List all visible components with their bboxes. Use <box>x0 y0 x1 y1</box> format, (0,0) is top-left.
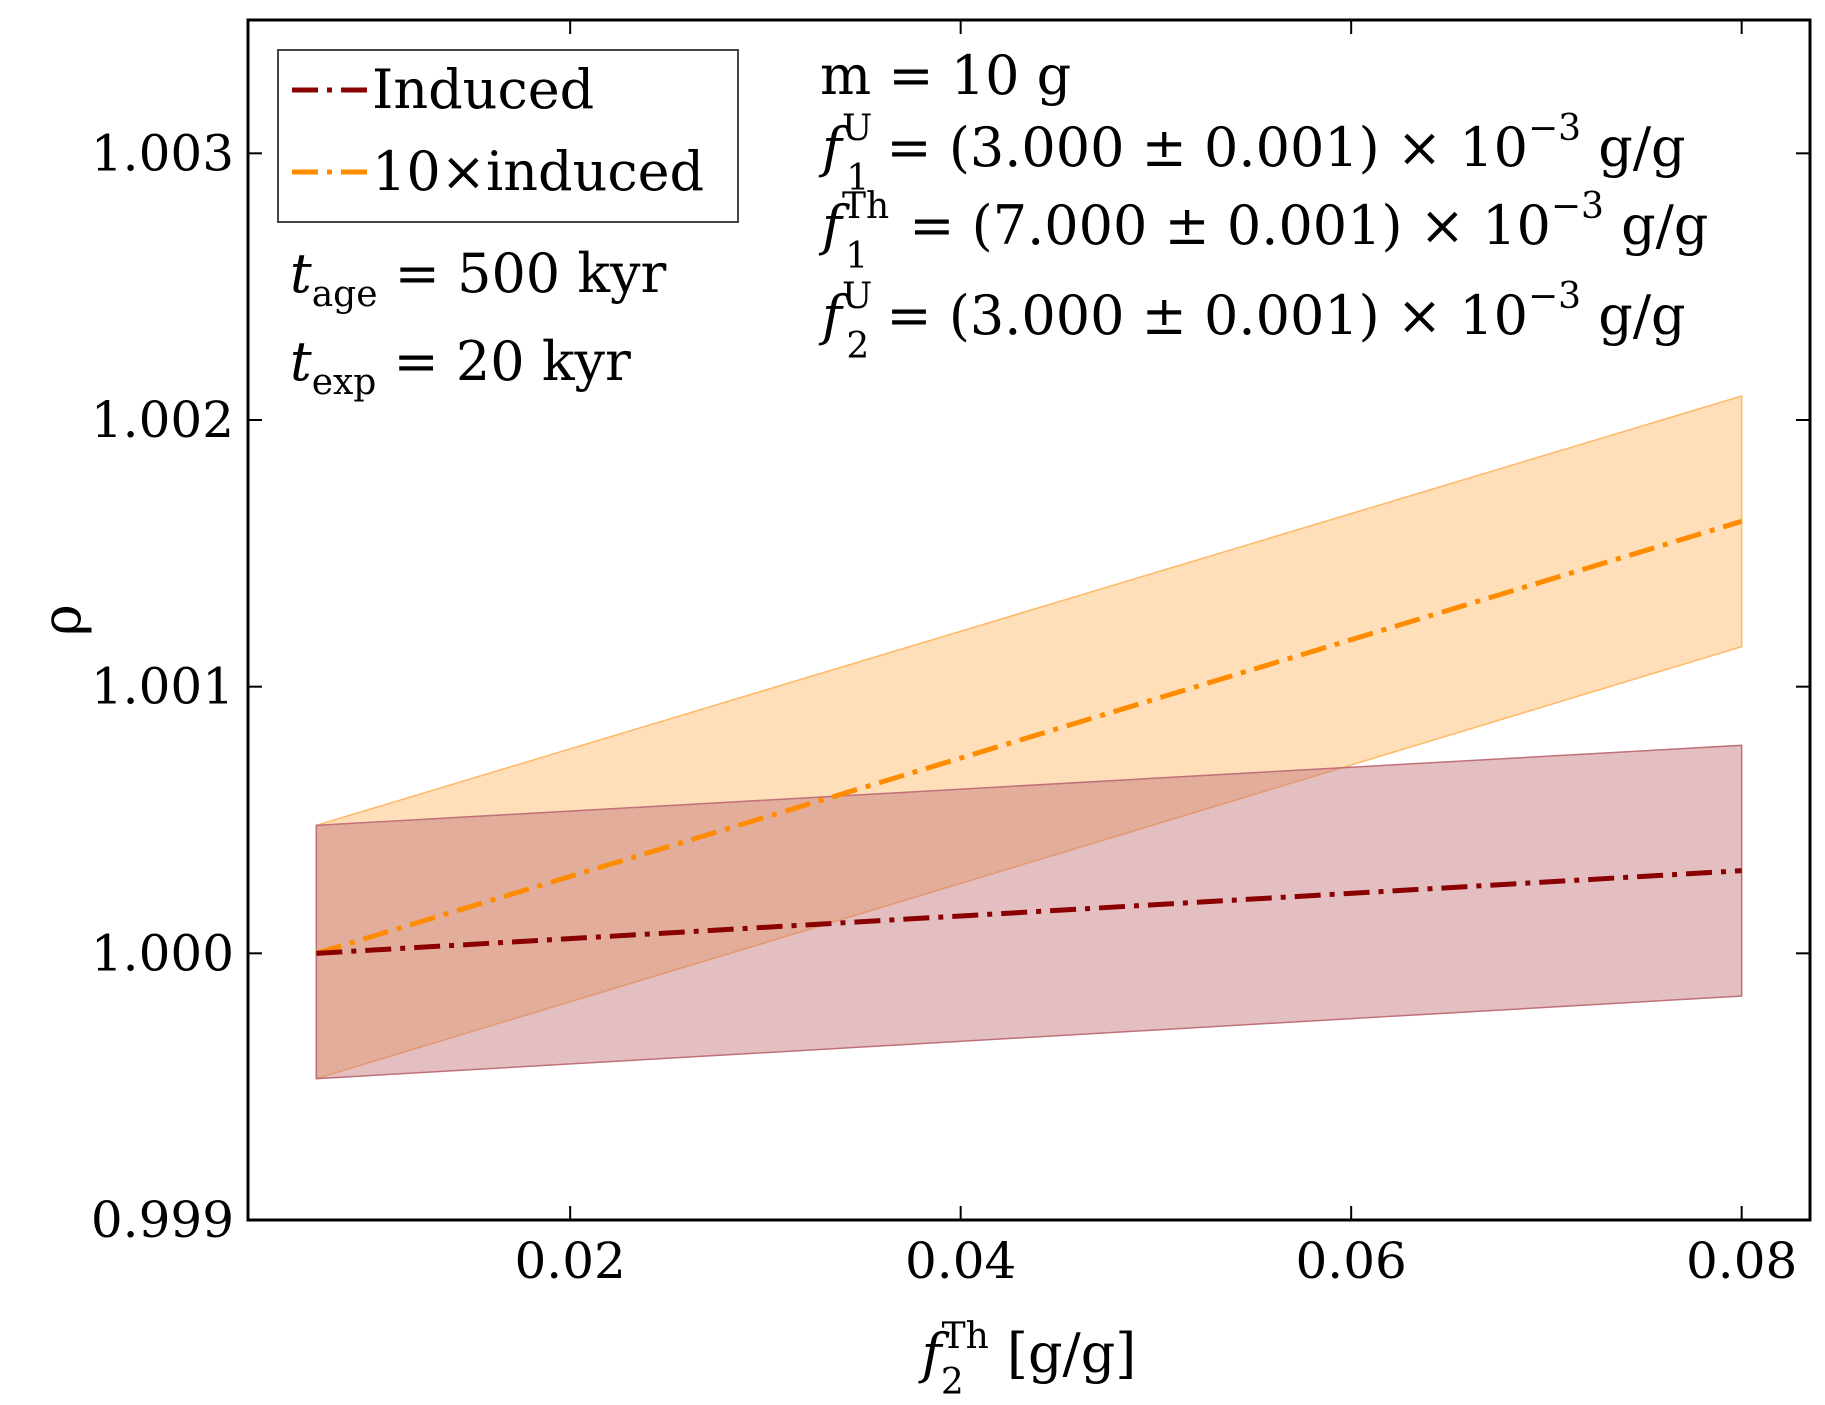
x-tick-label: 0.04 <box>905 1232 1016 1290</box>
y-tick-label: 1.003 <box>91 124 234 182</box>
x-axis-label-subscript: 2 <box>941 1362 964 1403</box>
series-lines <box>315 518 1743 956</box>
annotation-mass: m = 10 g <box>820 44 1071 107</box>
annotation-t-exp: texp = 20 kyr <box>290 330 631 403</box>
x-axis-label-unit: [g/g] <box>990 1322 1137 1385</box>
legend: Induced 10×induced <box>277 49 739 223</box>
annotation-f2-u: fU 2 = (3.000 ± 0.001) × 10−3 g/g <box>818 276 1686 367</box>
x-tick-label: 0.02 <box>514 1232 625 1290</box>
x-tick-label: 0.06 <box>1295 1232 1406 1290</box>
x-tick-label: 0.08 <box>1686 1232 1797 1290</box>
y-tick-label: 1.001 <box>91 658 234 716</box>
band-induced <box>315 744 1743 1080</box>
legend-box <box>277 49 739 223</box>
x-axis-label: fTh 2 [g/g] <box>918 1316 1137 1403</box>
y-tick-label: 1.002 <box>91 391 234 449</box>
annotation-f1-u: fU 1 = (3.000 ± 0.001) × 10−3 g/g <box>818 108 1686 199</box>
legend-label-10x-induced: 10×induced <box>372 140 704 203</box>
y-tick-label: 0.999 <box>91 1191 234 1249</box>
plot-frame <box>246 18 1812 1222</box>
x-axis-label-superscript: Th <box>942 1316 989 1357</box>
y-axis-label: ρ <box>30 604 93 636</box>
line-induced <box>316 868 1742 956</box>
annotation-t-age: tage = 500 kyr <box>290 242 667 315</box>
y-tick-label: 1.000 <box>91 924 234 982</box>
annotation-f1-th: fTh 1 = (7.000 ± 0.001) × 10−3 g/g <box>818 186 1708 277</box>
axis-ticks: 0.02 0.04 0.06 0.08 0.999 1.000 1.001 1.002 1.00… <box>91 20 1810 1290</box>
legend-label-induced: Induced <box>372 58 594 121</box>
line-10-induced <box>315 518 1743 956</box>
